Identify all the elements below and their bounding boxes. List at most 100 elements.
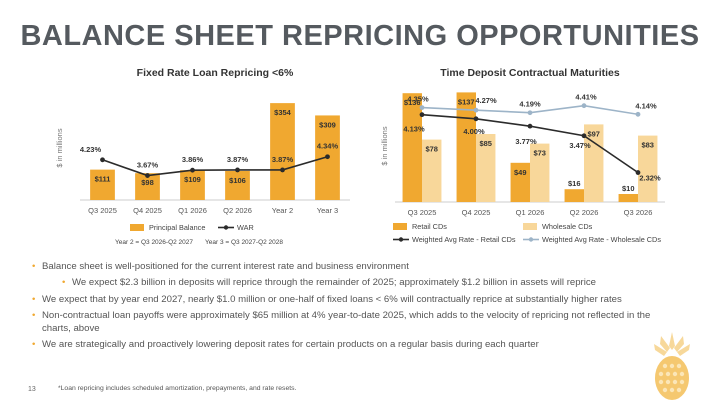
bar xyxy=(618,194,638,202)
line-data-label: 4.00% xyxy=(463,127,485,136)
legend-swatch xyxy=(393,223,407,230)
bullet-list: Balance sheet is well-positioned for the… xyxy=(32,261,672,355)
line-data-label: 4.23% xyxy=(80,145,102,154)
page-number: 13 xyxy=(28,386,36,393)
bar-data-label: $16 xyxy=(568,179,581,188)
bullet-item: We expect that by year end 2027, nearly … xyxy=(32,294,672,307)
y-axis-label: $ in millions xyxy=(380,126,389,165)
footnote: *Loan repricing includes scheduled amort… xyxy=(58,385,297,392)
legend-label: WAR xyxy=(237,223,254,232)
chart-title: Fixed Rate Loan Repricing <6% xyxy=(137,67,294,79)
x-tick-label: Year 2 xyxy=(272,206,293,215)
line-point xyxy=(581,103,587,109)
chart-title: Time Deposit Contractual Maturities xyxy=(440,67,620,79)
line-point xyxy=(635,170,641,175)
legend-label: Weighted Avg Rate - Wholesale CDs xyxy=(542,235,661,244)
line-data-label: 4.14% xyxy=(635,101,657,110)
line-point xyxy=(581,133,587,139)
x-tick-label: Q3 2025 xyxy=(88,206,117,215)
line-data-label: 3.47% xyxy=(569,141,591,150)
x-tick-label: Q3 2026 xyxy=(624,208,653,217)
line-point xyxy=(100,157,105,163)
line-point xyxy=(145,173,150,178)
bar-data-label: $309 xyxy=(319,120,336,129)
legend-swatch xyxy=(223,225,229,230)
bar xyxy=(638,135,658,202)
bullet-item: We expect $2.3 billion in deposits will … xyxy=(32,277,672,290)
x-tick-label: Q2 2026 xyxy=(223,206,252,215)
line-data-label: 3.87% xyxy=(272,155,294,164)
bar-data-label: $354 xyxy=(274,108,292,117)
line-data-label: 4.34% xyxy=(317,142,339,151)
y-axis-label: $ in millions xyxy=(55,128,64,167)
bar xyxy=(564,189,584,202)
bar-data-label: $49 xyxy=(514,168,527,177)
x-tick-label: Q4 2025 xyxy=(133,206,162,215)
bar xyxy=(530,143,550,202)
line-data-label: 4.27% xyxy=(475,96,497,105)
bullet-item: Balance sheet is well-positioned for the… xyxy=(32,261,672,274)
legend-label: Retail CDs xyxy=(412,222,447,231)
bar xyxy=(90,169,115,200)
bar xyxy=(180,170,205,200)
x-tick-label: Year 3 xyxy=(317,206,338,215)
line-data-label: 4.35% xyxy=(407,95,429,104)
line-point xyxy=(527,123,533,129)
line-data-label: 3.67% xyxy=(137,161,159,170)
line-data-label: 3.86% xyxy=(182,155,204,164)
bar xyxy=(510,162,530,202)
line-point xyxy=(527,110,533,116)
chart-note: Year 2 = Q3 2026-Q2 2027 xyxy=(115,239,193,246)
bullet-item: We are strategically and proactively low… xyxy=(32,339,672,352)
bar-data-label: $78 xyxy=(425,145,438,154)
bar xyxy=(584,124,604,202)
loan-repricing-chart: Fixed Rate Loan Repricing <6% $ in millio… xyxy=(55,67,350,246)
bar-data-label: $85 xyxy=(479,139,492,148)
legend-swatch xyxy=(528,237,534,242)
bar-data-label: $106 xyxy=(229,176,246,185)
legend-label: Principal Balance xyxy=(149,223,205,232)
x-tick-label: Q2 2026 xyxy=(570,208,599,217)
line-data-label: 4.13% xyxy=(403,125,425,134)
bar xyxy=(422,139,442,202)
bar xyxy=(476,134,496,202)
chart-note: Year 3 = Q3 2027-Q2 2028 xyxy=(205,239,283,246)
bullet-item: Non-contractual loan payoffs were approx… xyxy=(32,310,672,335)
x-tick-label: Q1 2026 xyxy=(516,208,545,217)
line-point xyxy=(419,105,425,110)
bar-data-label: $10 xyxy=(622,184,635,193)
line-data-label: 4.41% xyxy=(575,93,597,102)
bar xyxy=(402,93,422,202)
line-point xyxy=(190,167,195,173)
legend-label: Wholesale CDs xyxy=(542,222,593,231)
x-tick-label: Q4 2025 xyxy=(462,208,491,217)
line-point xyxy=(419,112,425,118)
legend-swatch xyxy=(398,237,404,242)
line-point xyxy=(280,167,285,173)
line-data-label: 4.19% xyxy=(519,100,541,109)
line-data-label: 2.32% xyxy=(639,174,661,183)
bar-data-label: $136 xyxy=(404,98,421,107)
legend-swatch xyxy=(130,224,144,231)
x-tick-label: Q1 2026 xyxy=(178,206,207,215)
line-point xyxy=(473,107,479,113)
page-title: BALANCE SHEET REPRICING OPPORTUNITIES xyxy=(20,20,700,52)
bar-data-label: $111 xyxy=(95,175,111,184)
bar-data-label: $73 xyxy=(533,149,546,158)
line-data-label: 3.87% xyxy=(227,155,249,164)
line-point xyxy=(235,167,240,173)
bar-data-label: $83 xyxy=(641,141,654,150)
bar-data-label: $137 xyxy=(458,97,475,106)
line-point xyxy=(473,116,479,122)
bar-data-label: $109 xyxy=(184,175,201,184)
bar-data-label: $97 xyxy=(587,129,600,138)
line-point xyxy=(635,111,641,117)
bar xyxy=(456,92,476,202)
legend-swatch xyxy=(523,223,537,230)
bar-data-label: $98 xyxy=(141,178,154,187)
line-point xyxy=(325,154,330,160)
pineapple-logo-icon xyxy=(654,332,690,400)
legend-label: Weighted Avg Rate - Retail CDs xyxy=(412,235,516,244)
deposit-maturities-chart: Time Deposit Contractual Maturities $ in … xyxy=(380,67,665,244)
line-data-label: 3.77% xyxy=(515,137,537,146)
